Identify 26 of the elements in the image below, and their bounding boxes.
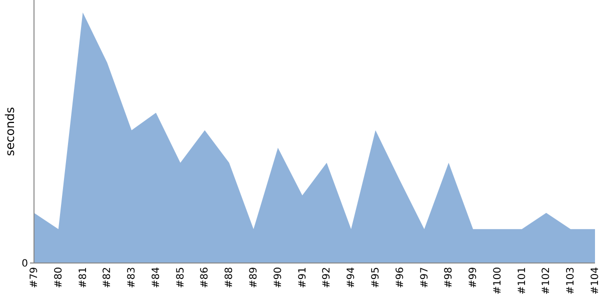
x-tick-label: #85 [175,267,186,288]
x-tick-label: #90 [272,267,284,288]
x-tick-label: #104 [590,267,600,294]
x-tick-label: #82 [102,267,114,288]
x-tick-label: #80 [53,267,64,288]
x-tick-label: #94 [346,267,358,288]
x-tick-label: #102 [541,267,552,294]
x-tick-label: #91 [297,267,308,288]
x-tick-label: #98 [444,267,455,288]
text: 0 [22,258,28,270]
y-axis-title: seconds [3,106,17,156]
x-tick-label: #86 [200,267,211,288]
x-tick-label: #99 [468,267,480,288]
x-tick-label: #79 [29,267,40,288]
x-tick-label: #96 [394,267,406,288]
x-tick-label: #100 [492,267,504,294]
x-tick-label: #97 [419,267,430,288]
x-tick-label: #92 [322,267,333,288]
x-tick-label: #84 [150,267,162,288]
x-tick-label: #95 [370,267,382,288]
x-tick-label: #89 [248,267,260,288]
x-tick-label: #101 [516,267,528,294]
x-tick-label: #88 [224,267,236,288]
x-tick-label: #83 [126,267,138,288]
x-tick-label: #103 [566,267,577,294]
x-tick-label: #81 [78,267,89,288]
